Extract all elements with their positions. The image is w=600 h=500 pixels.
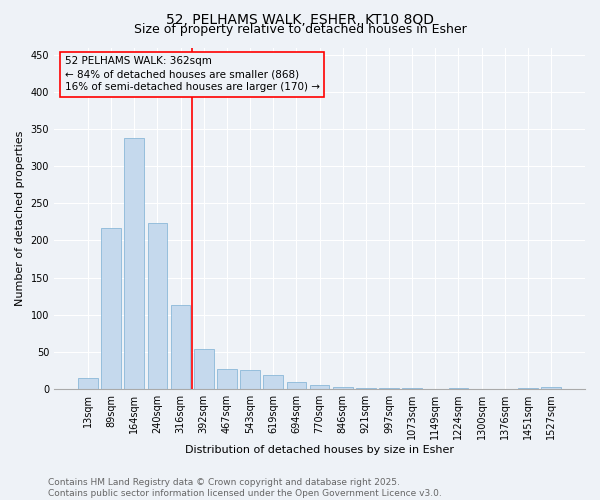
Bar xyxy=(217,369,237,389)
Bar xyxy=(171,305,190,389)
Bar xyxy=(518,388,538,389)
Bar xyxy=(333,386,353,389)
Bar xyxy=(78,378,98,389)
Bar xyxy=(124,138,144,389)
Bar xyxy=(449,388,468,389)
Bar xyxy=(240,370,260,389)
Text: Contains HM Land Registry data © Crown copyright and database right 2025.
Contai: Contains HM Land Registry data © Crown c… xyxy=(48,478,442,498)
Bar xyxy=(287,382,306,389)
Bar xyxy=(356,388,376,389)
Text: 52, PELHAMS WALK, ESHER, KT10 8QD: 52, PELHAMS WALK, ESHER, KT10 8QD xyxy=(166,12,434,26)
Text: Size of property relative to detached houses in Esher: Size of property relative to detached ho… xyxy=(134,22,466,36)
Text: 52 PELHAMS WALK: 362sqm
← 84% of detached houses are smaller (868)
16% of semi-d: 52 PELHAMS WALK: 362sqm ← 84% of detache… xyxy=(65,56,320,92)
Bar xyxy=(310,384,329,389)
X-axis label: Distribution of detached houses by size in Esher: Distribution of detached houses by size … xyxy=(185,445,454,455)
Y-axis label: Number of detached properties: Number of detached properties xyxy=(15,130,25,306)
Bar xyxy=(194,349,214,389)
Bar xyxy=(402,388,422,389)
Bar xyxy=(263,375,283,389)
Bar xyxy=(379,388,399,389)
Bar xyxy=(148,222,167,389)
Bar xyxy=(101,228,121,389)
Bar xyxy=(541,388,561,389)
